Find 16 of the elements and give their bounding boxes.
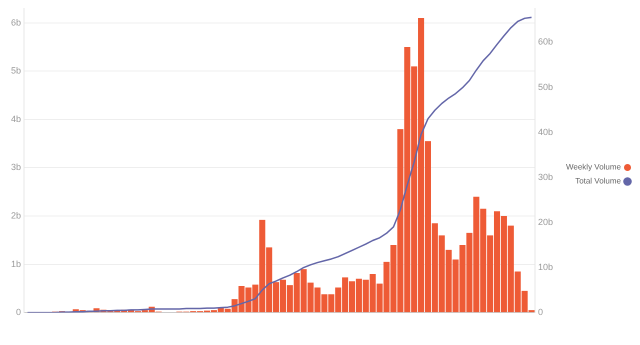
y-tick-label: 3b bbox=[10, 162, 22, 172]
y2-tick-label: 60b bbox=[538, 36, 554, 47]
legend-label: Weekly Volume bbox=[566, 162, 622, 172]
y-tick-label: 6b bbox=[10, 17, 22, 28]
y-tick-label: 4b bbox=[10, 114, 22, 124]
y-tick-label: 1b bbox=[10, 258, 22, 269]
y2-tick-label: 30b bbox=[538, 172, 554, 182]
y-tick-label: 5b bbox=[10, 66, 22, 76]
y2-tick-label: 10b bbox=[538, 262, 554, 272]
y-tick-label: 2b bbox=[10, 210, 22, 221]
legend-label: Total Volume bbox=[575, 176, 622, 186]
y2-tick-label: 40b bbox=[538, 126, 554, 137]
y-tick-label: 0 bbox=[16, 307, 22, 318]
y2-tick-label: 20b bbox=[538, 216, 554, 227]
y2-tick-label: 50b bbox=[538, 82, 554, 92]
y2-tick-label: 0 bbox=[538, 307, 544, 318]
